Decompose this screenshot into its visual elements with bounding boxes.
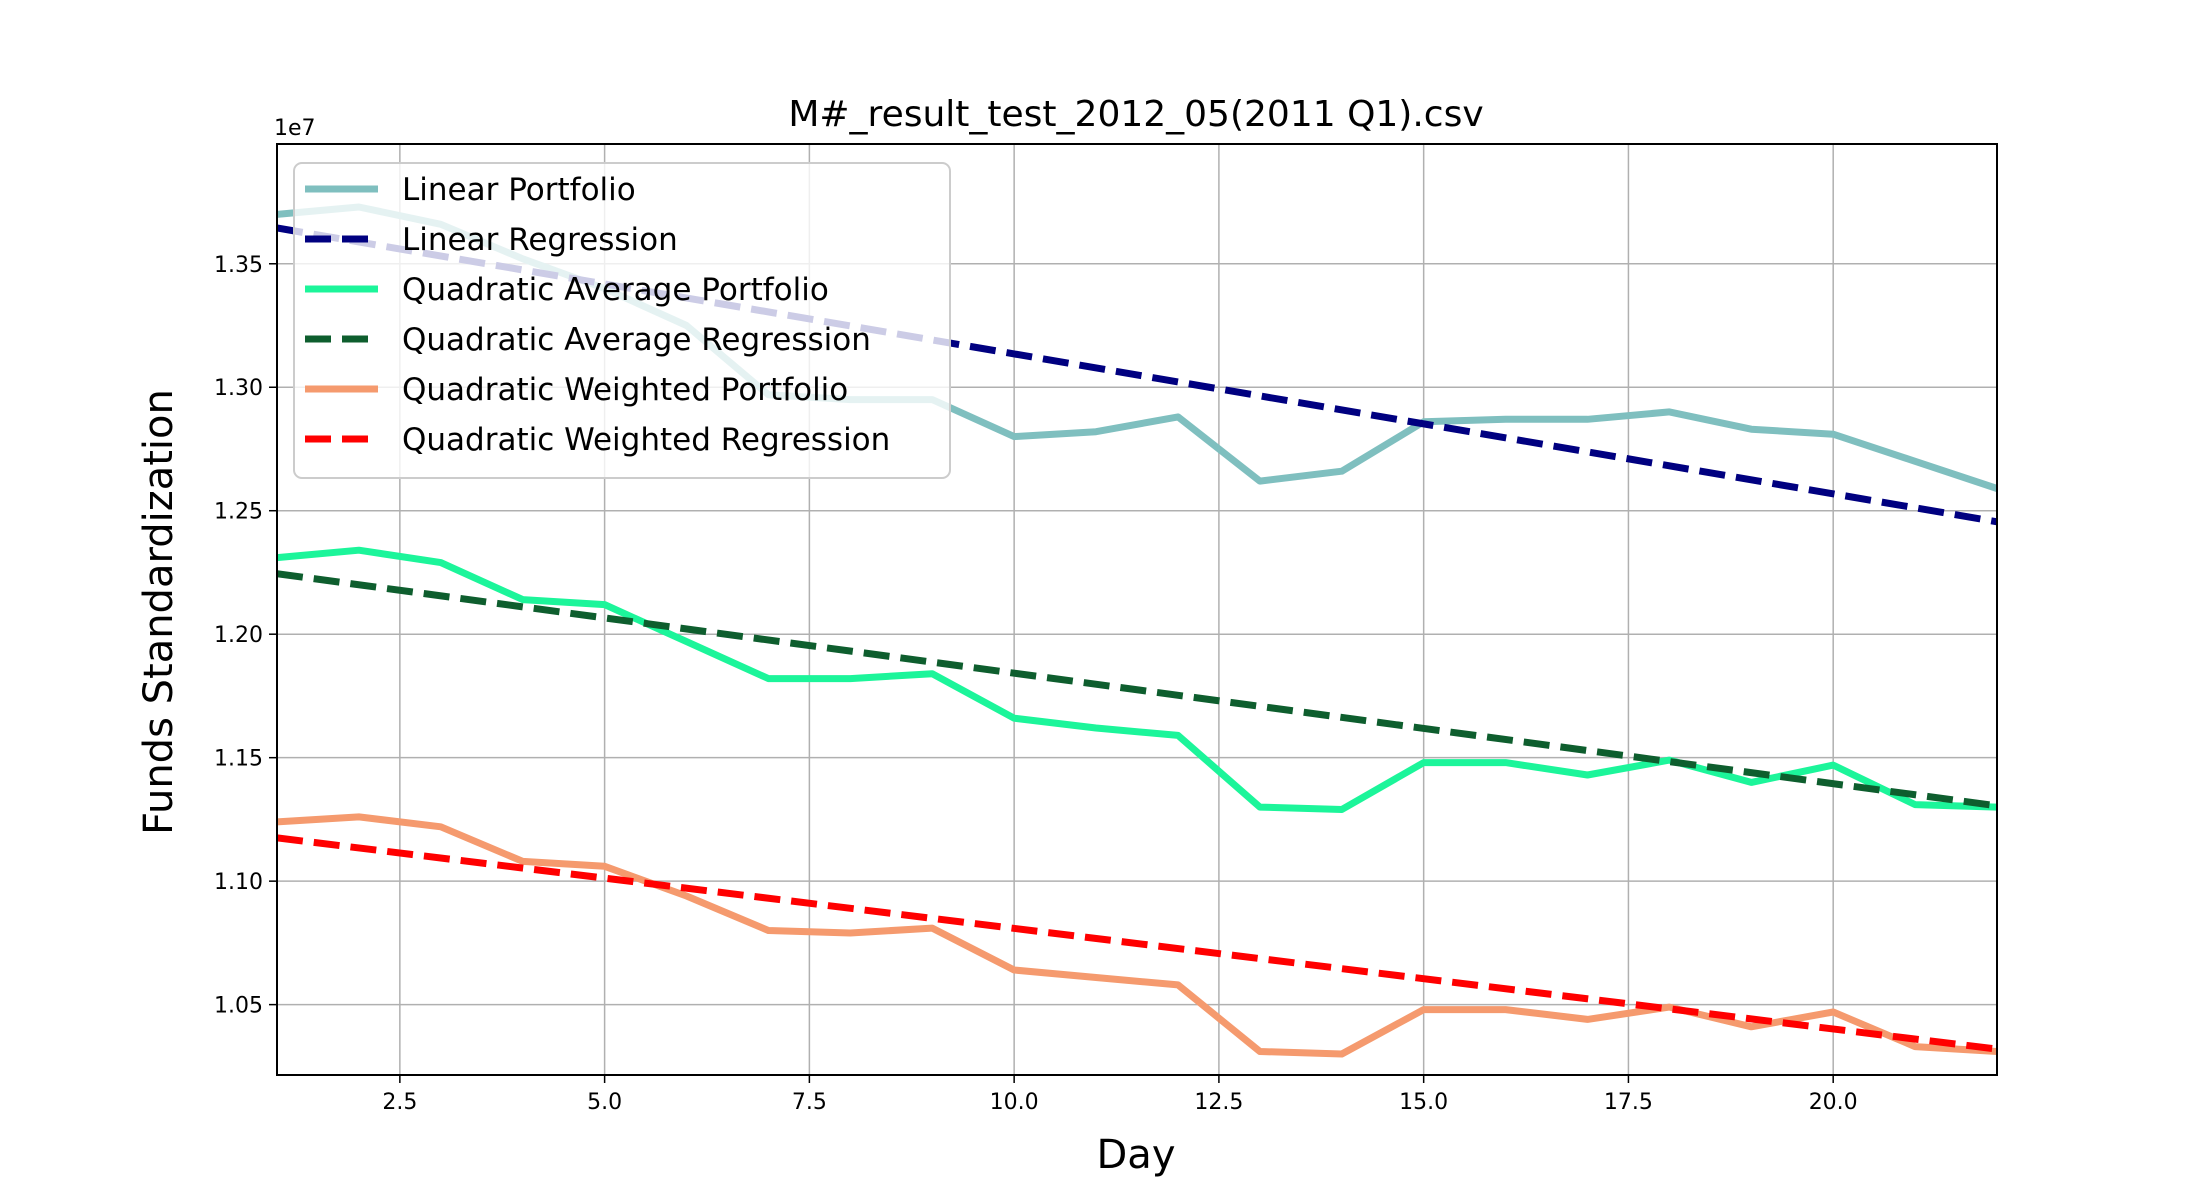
legend-label: Quadratic Weighted Regression [402,422,890,458]
legend-entry: Quadratic Weighted Regression [305,422,890,458]
y-tick-label: 1.30 [214,376,263,401]
y-tick-label: 1.15 [214,747,263,772]
chart-title: M#_result_test_2012_05(2011 Q1).csv [788,94,1483,135]
x-tick-label: 2.5 [382,1090,417,1115]
legend-label: Quadratic Weighted Portfolio [402,372,848,408]
legend-entry: Quadratic Average Regression [305,322,871,358]
y-tick-label: 1.35 [214,253,263,278]
x-tick-label: 5.0 [587,1090,622,1115]
legend-label: Quadratic Average Regression [402,322,871,358]
x-tick-label: 12.5 [1194,1090,1243,1115]
x-tick-label: 17.5 [1604,1090,1653,1115]
x-tick-label: 10.0 [990,1090,1039,1115]
y-tick-label: 1.20 [214,623,263,648]
legend-entry: Linear Regression [305,222,678,258]
legend-label: Quadratic Average Portfolio [402,272,829,308]
legend-box [293,162,951,479]
x-tick-label: 15.0 [1399,1090,1448,1115]
y-axis-label: Funds Standardization [136,389,182,835]
y-axis-ticks: 1.05 1.10 1.15 1.20 1.25 1.30 1.35 [214,253,277,1019]
legend-label: Linear Portfolio [402,172,636,208]
y-tick-label: 1.25 [214,500,263,525]
plot-frame [276,143,1998,1076]
series-line-quadratic-weighted-regression [277,834,1997,1053]
series-line-quadratic-average-regression [277,570,1997,810]
legend-entry: Quadratic Average Portfolio [305,272,829,308]
y-tick-label: 1.10 [214,870,263,895]
legend-entry: Linear Portfolio [305,172,636,208]
y-tick-label: 1.05 [214,994,263,1019]
series-line-quadratic-average-portfolio [277,546,1997,813]
x-axis-ticks: 2.5 5.0 7.5 10.0 12.5 15.0 17.5 20.0 [382,1075,1858,1115]
legend-label: Linear Regression [402,222,678,258]
x-tick-label: 20.0 [1809,1090,1858,1115]
y-axis-offset-label: 1e7 [274,116,316,141]
series-line-linear-regression [277,224,1997,526]
legend-entry: Quadratic Weighted Portfolio [305,372,848,408]
legend: Linear Portfolio Linear Regression Quadrat… [293,162,951,479]
x-tick-label: 7.5 [792,1090,827,1115]
x-axis-label: Day [1097,1132,1176,1178]
